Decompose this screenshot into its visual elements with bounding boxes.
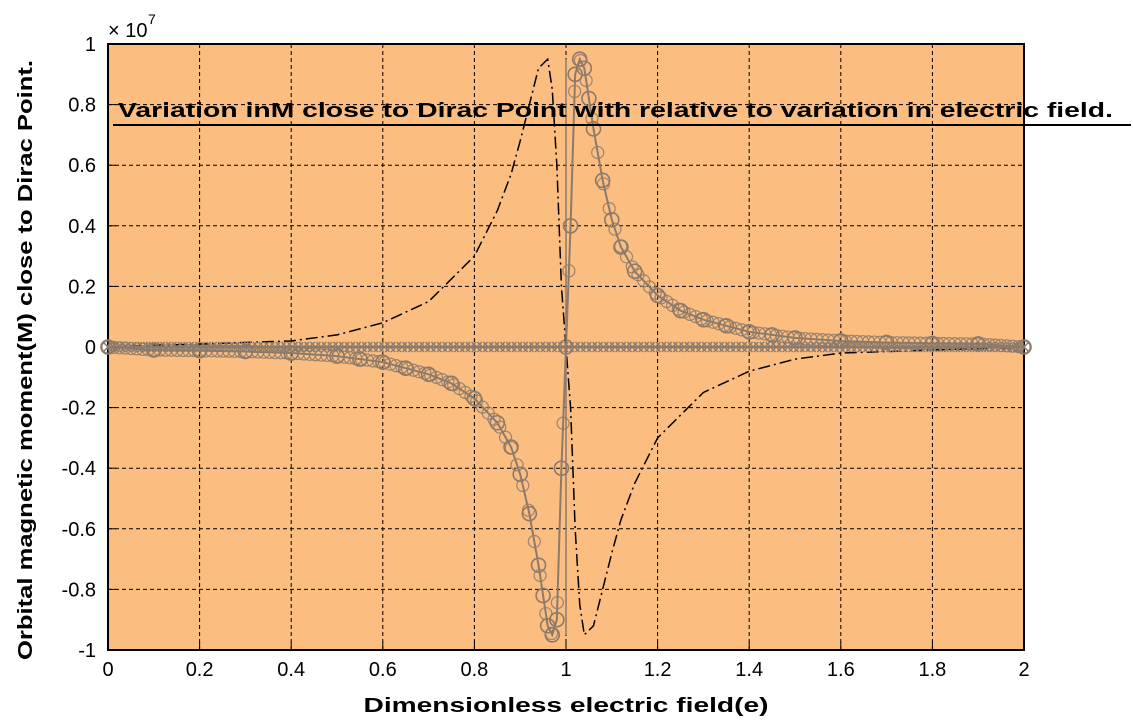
circle-marker xyxy=(614,239,628,253)
x-tick-label: 0.6 xyxy=(369,659,397,681)
y-tick-label: 0.8 xyxy=(68,95,96,117)
circle-marker xyxy=(146,342,162,358)
circle-marker xyxy=(596,177,611,191)
x-tick-label: 1.8 xyxy=(918,659,946,681)
y-exponent-base: × 10 xyxy=(108,20,147,42)
circle-marker xyxy=(585,121,602,137)
x-tick-label: 2 xyxy=(1018,659,1029,681)
x-tick-label: 1.6 xyxy=(827,659,855,681)
series-line-dashdot xyxy=(107,57,1025,637)
y-axis-label: Orbital magnetic moment(M) close to Dira… xyxy=(15,60,37,660)
circle-marker xyxy=(550,595,564,610)
circle-marker xyxy=(539,606,553,621)
circle-marker xyxy=(535,587,551,604)
circle-marker xyxy=(429,370,443,384)
circle-marker xyxy=(521,505,538,522)
circle-marker xyxy=(397,360,414,377)
circle-marker xyxy=(418,366,432,380)
circle-marker xyxy=(573,53,588,68)
x-tick-label: 0.8 xyxy=(460,659,488,681)
circle-marker xyxy=(533,568,547,583)
circle-marker xyxy=(521,503,536,517)
circle-marker xyxy=(544,626,559,641)
circle-marker xyxy=(619,250,634,264)
y-tick-label: 0.2 xyxy=(68,276,96,298)
circle-marker xyxy=(493,420,507,434)
y-tick-label: 0.6 xyxy=(68,155,96,177)
series-group xyxy=(100,51,1032,643)
y-exponent-power: 7 xyxy=(148,11,156,27)
circle-marker xyxy=(549,611,565,628)
circle-marker xyxy=(683,307,697,321)
y-tick-label: -0.2 xyxy=(62,398,96,420)
x-tick-label: 1.2 xyxy=(644,659,672,681)
circle-marker xyxy=(689,310,703,324)
circle-marker xyxy=(594,172,611,189)
circle-marker xyxy=(530,557,547,573)
y-tick-label: -0.6 xyxy=(62,519,96,541)
x-axis-label: Dimensionless electric field(e) xyxy=(364,695,769,717)
y-tick-label: 0 xyxy=(85,337,96,359)
ticks: 0 0.2 0.4 0.6 0.8 1 1.2 1.4 1.6 1.8 2 -1 -0.8 -0.6 -0.… xyxy=(62,34,1030,681)
circle-marker xyxy=(741,324,758,340)
circle-marker xyxy=(562,264,576,278)
circle-marker xyxy=(608,222,622,236)
circle-marker xyxy=(970,336,987,352)
circle-marker xyxy=(527,534,541,549)
circle-marker xyxy=(512,466,529,483)
circle-marker xyxy=(603,211,620,228)
circle-marker xyxy=(553,460,570,477)
x-tick-label: 0.4 xyxy=(277,659,305,681)
chart-title: Variation inM close to Dirac Point with … xyxy=(118,100,1113,122)
y-tick-label: -1 xyxy=(78,640,96,662)
x-marker xyxy=(1018,341,1030,353)
circle-marker xyxy=(504,441,518,455)
y-tick-label: 1 xyxy=(85,34,96,56)
circle-marker xyxy=(562,218,579,234)
x-tick-label: 1 xyxy=(560,659,571,681)
circle-marker xyxy=(718,317,735,334)
circle-marker xyxy=(516,478,530,493)
circle-marker xyxy=(424,368,438,382)
circle-marker xyxy=(435,373,449,387)
circle-marker xyxy=(556,416,570,430)
circle-marker xyxy=(510,458,524,472)
y-tick-label: 0.4 xyxy=(68,216,96,238)
x-tick-label: 0 xyxy=(102,659,113,681)
circle-marker xyxy=(581,90,597,107)
circle-marker xyxy=(602,201,616,216)
circle-marker xyxy=(374,354,391,370)
x-tick-label: 1.4 xyxy=(735,659,763,681)
circle-marker xyxy=(568,84,582,99)
x-tick-label: 0.2 xyxy=(186,659,214,681)
circle-marker xyxy=(677,305,691,319)
y-tick-label: -0.8 xyxy=(62,579,96,601)
circle-marker xyxy=(579,73,593,88)
circle-marker xyxy=(498,430,513,444)
y-tick-label: -0.4 xyxy=(62,458,96,480)
circle-marker xyxy=(591,145,605,160)
